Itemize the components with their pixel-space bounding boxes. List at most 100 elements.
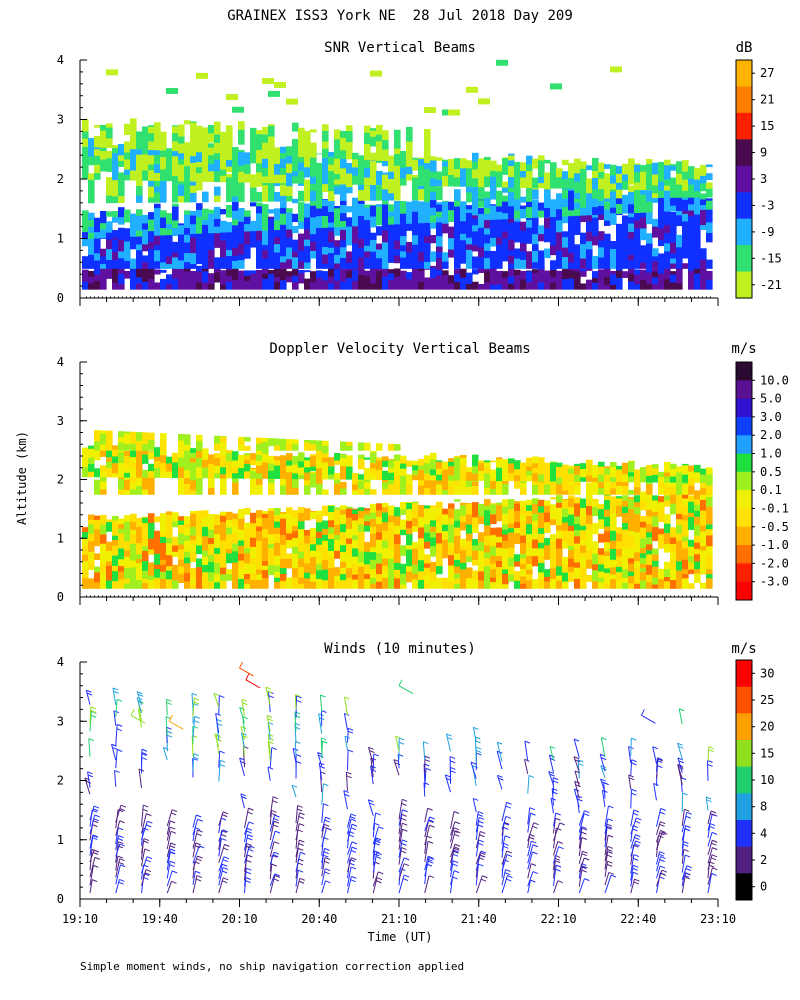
snr-cell bbox=[364, 167, 371, 178]
snr-cell bbox=[508, 205, 515, 213]
wind-barb bbox=[166, 881, 172, 894]
doppler-cell bbox=[322, 559, 329, 570]
doppler-cell bbox=[466, 471, 473, 481]
snr-cell bbox=[148, 169, 155, 181]
snr-cell bbox=[484, 159, 491, 167]
wind-barb-feather bbox=[505, 869, 511, 873]
snr-cell bbox=[334, 262, 341, 269]
snr-cell bbox=[508, 196, 515, 207]
wind-barb bbox=[398, 874, 405, 894]
doppler-cell bbox=[316, 563, 323, 571]
wind-barb bbox=[115, 827, 119, 845]
snr-cell bbox=[94, 164, 101, 174]
doppler-cell bbox=[142, 550, 149, 562]
doppler-cell bbox=[562, 564, 569, 573]
wind-barb-feather bbox=[196, 875, 203, 879]
snr-cell bbox=[316, 153, 323, 155]
wind-barb bbox=[115, 724, 118, 746]
doppler-cell bbox=[100, 480, 107, 490]
wind-barb-feather bbox=[223, 856, 230, 860]
doppler-cell bbox=[568, 483, 575, 495]
doppler-cell bbox=[304, 457, 311, 461]
colorbar-label: -0.5 bbox=[760, 520, 789, 534]
doppler-cell bbox=[496, 474, 503, 482]
snr-cell bbox=[562, 171, 569, 180]
snr-cell bbox=[508, 211, 515, 219]
doppler-cell bbox=[598, 577, 605, 583]
y-tick-label: 0 bbox=[57, 291, 64, 305]
doppler-cell bbox=[250, 572, 257, 580]
snr-cell bbox=[688, 196, 695, 205]
snr-cell bbox=[454, 273, 461, 283]
doppler-cell bbox=[358, 550, 365, 563]
doppler-cell bbox=[226, 450, 233, 454]
snr-cell bbox=[508, 233, 515, 240]
wind-barb-feather bbox=[191, 692, 198, 696]
snr-cell bbox=[190, 245, 197, 254]
doppler-cell bbox=[628, 563, 635, 572]
doppler-cell bbox=[484, 551, 491, 559]
wind-barb-feather bbox=[272, 800, 278, 804]
doppler-cell bbox=[442, 468, 449, 481]
doppler-cell bbox=[430, 580, 437, 589]
snr-cell bbox=[406, 219, 413, 231]
snr-cell bbox=[172, 251, 179, 258]
doppler-cell bbox=[358, 507, 365, 511]
doppler-cell bbox=[370, 582, 377, 589]
doppler-cell bbox=[646, 475, 653, 483]
wind-barb bbox=[192, 829, 198, 849]
doppler-cell bbox=[352, 508, 359, 514]
doppler-cell bbox=[178, 435, 185, 441]
snr-cell bbox=[562, 236, 569, 248]
doppler-cell bbox=[322, 457, 329, 463]
snr-cell bbox=[352, 215, 359, 227]
snr-cell bbox=[670, 211, 677, 223]
doppler-cell bbox=[550, 504, 557, 511]
doppler-cell bbox=[232, 466, 239, 474]
snr-cell bbox=[172, 203, 179, 207]
wind-barb-feather bbox=[555, 868, 561, 872]
snr-cell bbox=[628, 222, 635, 232]
wind-barb bbox=[166, 699, 168, 716]
snr-cell bbox=[322, 263, 329, 269]
doppler-cell bbox=[268, 438, 275, 447]
wind-barb-feather bbox=[193, 753, 199, 757]
snr-cell bbox=[346, 206, 353, 213]
doppler-cell bbox=[652, 495, 659, 501]
snr-cell bbox=[418, 188, 425, 201]
snr-cell bbox=[292, 262, 299, 269]
wind-barb bbox=[527, 822, 535, 842]
doppler-cell bbox=[700, 518, 707, 526]
snr-cell bbox=[136, 276, 143, 284]
snr-cell bbox=[262, 126, 269, 130]
doppler-cell bbox=[358, 463, 365, 470]
doppler-cell bbox=[232, 568, 239, 581]
snr-cell bbox=[610, 182, 617, 190]
snr-cell bbox=[130, 120, 137, 133]
doppler-cell bbox=[568, 465, 575, 469]
wind-barb-feather bbox=[117, 838, 124, 841]
doppler-cell bbox=[454, 456, 461, 464]
snr-cell bbox=[688, 270, 695, 280]
snr-cell bbox=[364, 232, 371, 239]
snr-cell bbox=[682, 160, 689, 161]
snr-cell bbox=[256, 269, 263, 271]
snr-cell bbox=[94, 146, 101, 150]
wind-barb-feather bbox=[633, 881, 639, 885]
wind-barb bbox=[319, 694, 323, 712]
doppler-cell bbox=[526, 510, 533, 517]
snr-cell bbox=[340, 137, 347, 145]
snr-cell bbox=[406, 166, 413, 175]
snr-cell bbox=[592, 277, 599, 283]
snr-cell bbox=[202, 270, 209, 283]
doppler-cell bbox=[604, 530, 611, 543]
snr-cell bbox=[112, 282, 119, 290]
wind-barb bbox=[393, 759, 400, 776]
wind-barb bbox=[604, 851, 609, 870]
wind-barb bbox=[527, 840, 532, 857]
snr-cell bbox=[364, 154, 371, 161]
wind-barb-feather bbox=[632, 867, 638, 871]
snr-cell bbox=[598, 200, 605, 206]
doppler-cell bbox=[526, 579, 533, 589]
doppler-cell bbox=[658, 516, 665, 523]
